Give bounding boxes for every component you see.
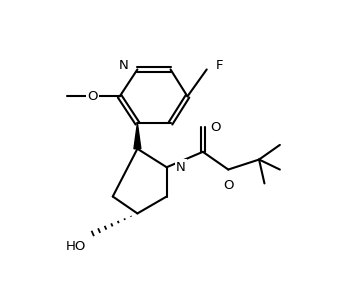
Text: O: O: [223, 179, 234, 192]
Text: F: F: [216, 59, 223, 72]
Text: O: O: [210, 121, 221, 134]
Polygon shape: [134, 123, 141, 149]
Text: N: N: [118, 59, 128, 72]
Text: O: O: [88, 90, 98, 103]
Text: N: N: [176, 161, 186, 174]
Text: HO: HO: [66, 240, 86, 253]
